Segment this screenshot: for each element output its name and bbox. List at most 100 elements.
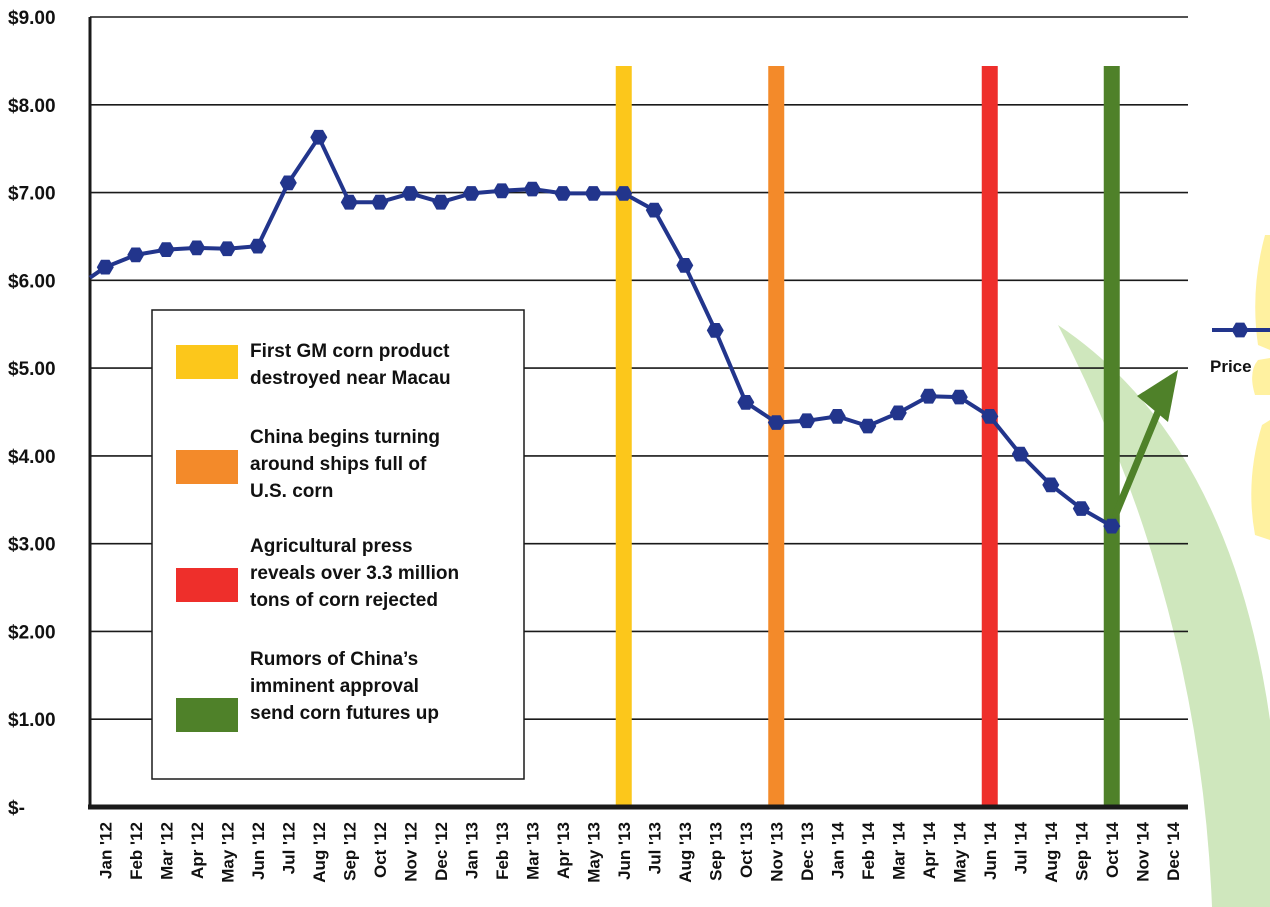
x-tick-label: Feb '13	[493, 822, 512, 880]
x-tick-label: Apr '14	[920, 821, 939, 878]
x-tick-label: Sep '14	[1072, 821, 1091, 880]
legend-label: Agricultural press	[250, 536, 413, 557]
x-tick-label: May '14	[950, 821, 969, 882]
price-point	[767, 415, 785, 430]
legend-label: send corn futures up	[250, 703, 439, 724]
x-tick-label: Sep '13	[706, 822, 725, 881]
x-tick-label: Nov '12	[401, 822, 420, 882]
x-tick-label: Jan '14	[828, 821, 847, 879]
leaf-shape	[1058, 325, 1270, 907]
y-tick-label: $8.00	[8, 96, 56, 117]
event-bar	[981, 66, 998, 807]
legend-label: tons of corn rejected	[250, 590, 438, 611]
x-tick-label: Jan '13	[462, 822, 481, 879]
x-tick-label: Nov '14	[1133, 821, 1152, 881]
legend-swatch	[176, 698, 238, 732]
trend-up-arrow	[1112, 370, 1178, 518]
event-legend: First GM corn product destroyed near Maca…	[151, 309, 525, 780]
corn-kernel	[1251, 420, 1270, 540]
x-tick-label: Dec '13	[798, 822, 817, 881]
x-tick-label: Oct '12	[371, 822, 390, 878]
y-tick-label: $2.00	[8, 622, 56, 643]
x-tick-label: Jul '13	[645, 822, 664, 874]
series-legend-label: Price	[1210, 357, 1252, 376]
price-point	[462, 186, 480, 201]
price-point	[1103, 518, 1121, 534]
series-legend-marker	[1231, 322, 1249, 338]
legend-label: around ships full of	[250, 454, 427, 475]
y-tick-label: $1.00	[8, 710, 56, 731]
x-tick-label: Aug '14	[1042, 821, 1061, 882]
price-point	[1072, 501, 1090, 516]
event-bar	[1103, 66, 1120, 807]
legend-swatch	[176, 568, 238, 602]
price-point	[676, 258, 694, 273]
price-point	[188, 240, 206, 256]
legend-label: destroyed near Macau	[250, 368, 451, 389]
y-tick-label: $5.00	[8, 359, 56, 380]
event-bar	[768, 66, 785, 807]
price-point	[310, 129, 328, 145]
background-decoration	[1058, 235, 1270, 907]
x-tick-label: Mar '13	[523, 822, 542, 880]
price-point	[798, 413, 816, 429]
x-tick-labels: Jan '12 Feb '12 Mar '12 Apr '12 May '12 Jun '…	[96, 821, 1183, 882]
price-point	[96, 259, 114, 275]
legend-label: Rumors of China’s	[250, 649, 418, 670]
x-tick-label: Dec '14	[1164, 821, 1183, 880]
price-point	[737, 395, 755, 410]
price-point	[218, 241, 236, 257]
x-tick-label: Nov '13	[767, 822, 786, 882]
x-tick-label: Mar '12	[157, 822, 176, 880]
legend-label: U.S. corn	[250, 481, 333, 502]
x-tick-label: Dec '12	[432, 822, 451, 881]
y-tick-label: $4.00	[8, 447, 56, 468]
arrow-head	[1137, 370, 1178, 422]
corn-kernel	[1255, 235, 1270, 350]
event-bar	[615, 66, 632, 807]
price-point	[493, 183, 511, 199]
price-series	[88, 129, 1121, 534]
price-point	[371, 194, 389, 210]
price-point	[523, 181, 541, 197]
x-tick-label: Feb '14	[859, 821, 878, 879]
price-point	[645, 202, 663, 218]
x-tick-label: Jun '14	[981, 821, 1000, 879]
event-markers	[615, 66, 1120, 807]
y-tick-label: $7.00	[8, 184, 56, 205]
price-point	[249, 238, 267, 254]
legend-label: imminent approval	[250, 676, 419, 697]
price-point	[432, 194, 450, 210]
x-tick-label: Jun '12	[249, 822, 268, 880]
x-tick-label: Jun '13	[615, 822, 634, 880]
price-point	[554, 186, 572, 201]
x-tick-label: Jan '12	[96, 822, 115, 879]
x-tick-label: Aug '12	[310, 822, 329, 883]
price-point	[1042, 477, 1060, 493]
x-tick-label: Jul '12	[279, 822, 298, 874]
y-tick-label: $-	[8, 798, 25, 819]
axes	[88, 17, 1188, 810]
legend-swatch	[176, 345, 238, 379]
x-tick-label: May '13	[584, 822, 603, 883]
price-point	[157, 242, 175, 257]
legend-label: reveals over 3.3 million	[250, 563, 459, 584]
y-tick-labels: $- $1.00 $2.00 $3.00 $4.00 $5.00 $6.00 $7.00 $8.…	[8, 8, 56, 819]
price-point	[706, 323, 724, 338]
price-point	[889, 405, 907, 421]
price-point	[401, 186, 419, 201]
x-tick-label: Oct '13	[737, 822, 756, 878]
price-point	[584, 186, 602, 201]
price-point	[950, 389, 968, 405]
legend-swatch	[176, 450, 238, 484]
x-tick-label: Sep '12	[340, 822, 359, 881]
price-point	[279, 175, 297, 191]
y-tick-label: $6.00	[8, 271, 56, 292]
price-point	[859, 418, 877, 434]
price-point	[1011, 446, 1029, 462]
x-tick-label: May '12	[218, 822, 237, 883]
x-tick-label: Apr '13	[554, 822, 573, 879]
price-point	[920, 388, 938, 404]
x-tick-label: Aug '13	[676, 822, 695, 883]
